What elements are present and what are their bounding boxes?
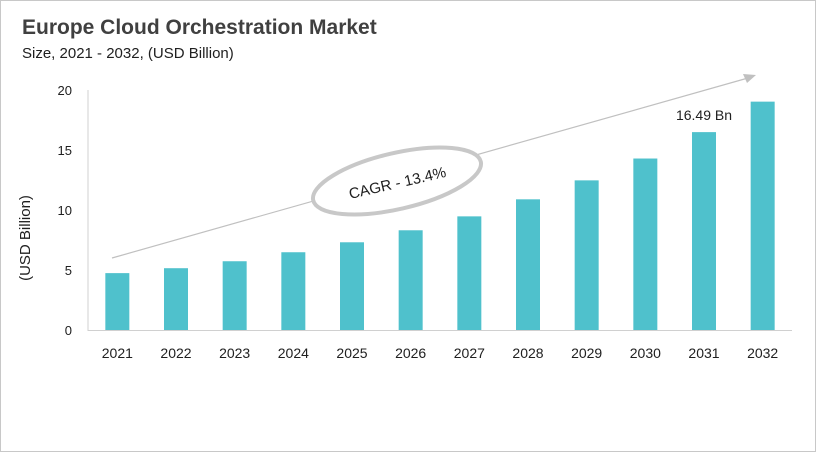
x-tick-label: 2028 [512, 345, 543, 361]
x-tick-label: 2030 [630, 345, 661, 361]
bar-2022 [164, 268, 188, 330]
y-tick-label: 5 [65, 263, 72, 278]
bar-2021 [105, 273, 130, 330]
bar-2026 [398, 230, 423, 330]
trend-arrowhead-icon [743, 74, 756, 83]
y-tick-label: 0 [65, 323, 72, 338]
x-tick-label: 2027 [454, 345, 485, 361]
cagr-ellipse [310, 145, 484, 217]
bar-2029 [574, 180, 599, 330]
x-tick-label: 2023 [219, 345, 250, 361]
value-label-2031: 16.49 Bn [676, 107, 732, 123]
x-tick-label: 2029 [571, 345, 602, 361]
x-tick-label: 2026 [395, 345, 426, 361]
bar-2030 [633, 158, 658, 330]
y-tick-label: 10 [58, 203, 72, 218]
bar-2028 [516, 199, 540, 330]
y-axis-label: (USD Billion) [17, 195, 34, 281]
x-tick-label: 2031 [688, 345, 719, 361]
bar-2027 [457, 216, 482, 330]
bar-2031 [692, 132, 716, 330]
chart-subtitle: Size, 2021 - 2032, (USD Billion) [22, 45, 234, 62]
bar-2023 [222, 261, 247, 330]
y-tick-label: 20 [58, 83, 72, 98]
x-tick-label: 2022 [160, 345, 191, 361]
chart-title: Europe Cloud Orchestration Market [22, 16, 377, 39]
y-tick-label: 15 [58, 143, 72, 158]
bar-2032 [750, 101, 775, 330]
x-tick-label: 2032 [747, 345, 778, 361]
x-tick-label: 2025 [336, 345, 367, 361]
x-tick-label: 2024 [278, 345, 309, 361]
bar-2025 [340, 242, 364, 330]
bar-2024 [281, 252, 306, 330]
x-tick-label: 2021 [102, 345, 133, 361]
